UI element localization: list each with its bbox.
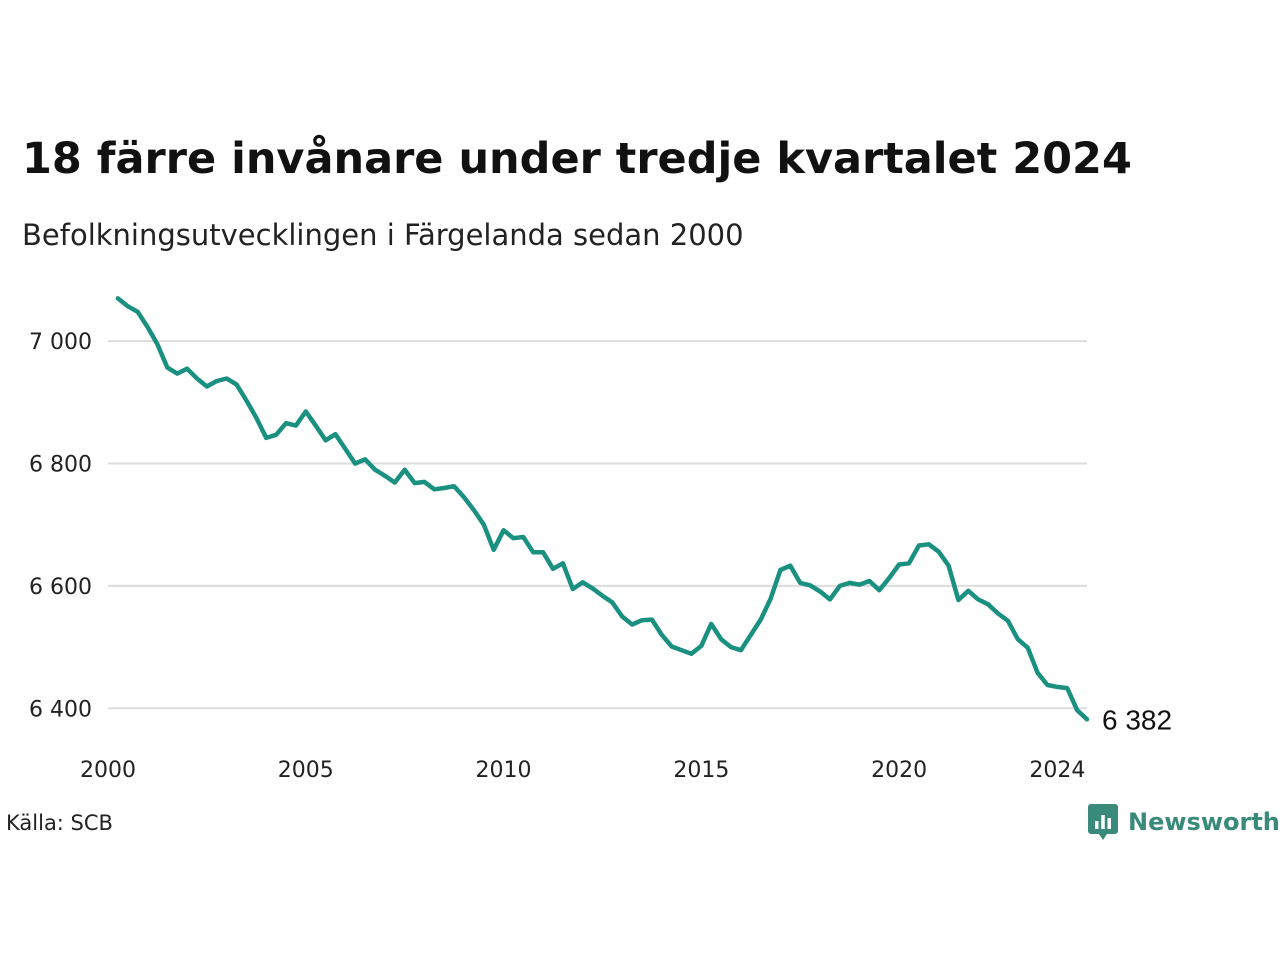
x-tick-label-4: 2020 <box>871 758 927 783</box>
brand-name: Newsworthy <box>1128 808 1280 836</box>
x-tick-label-1: 2005 <box>278 758 334 783</box>
grid-lines <box>108 340 1087 710</box>
series-line-0 <box>115 296 1090 722</box>
chart-title: 18 färre invånare under tredje kvartalet… <box>22 134 1132 184</box>
x-tick-label-5: 2024 <box>1029 758 1085 783</box>
x-axis-ticks: 2000 2005 2010 2015 2020 2024 <box>80 758 1085 783</box>
y-tick-label-1: 6 800 <box>29 453 92 478</box>
y-axis-ticks: 7 000 6 800 6 600 6 400 <box>29 330 92 722</box>
chart-subtitle: Befolkningsutvecklingen i Färgelanda sed… <box>22 218 744 252</box>
end-label-layer: 6 382 <box>1102 704 1172 735</box>
source-note: Källa: SCB <box>6 811 113 835</box>
x-tick-label-0: 2000 <box>80 758 136 783</box>
x-tick-label-3: 2015 <box>673 758 729 783</box>
y-tick-label-0: 7 000 <box>29 330 92 355</box>
bar-chart-pin-icon <box>1088 804 1118 840</box>
y-tick-label-2: 6 600 <box>29 575 92 600</box>
end-value-label: 6 382 <box>1102 704 1172 735</box>
x-tick-label-2: 2010 <box>476 758 532 783</box>
series-layer <box>115 296 1090 722</box>
y-tick-label-3: 6 400 <box>29 697 92 722</box>
brand-logo[interactable]: Newsworthy <box>1088 804 1280 840</box>
